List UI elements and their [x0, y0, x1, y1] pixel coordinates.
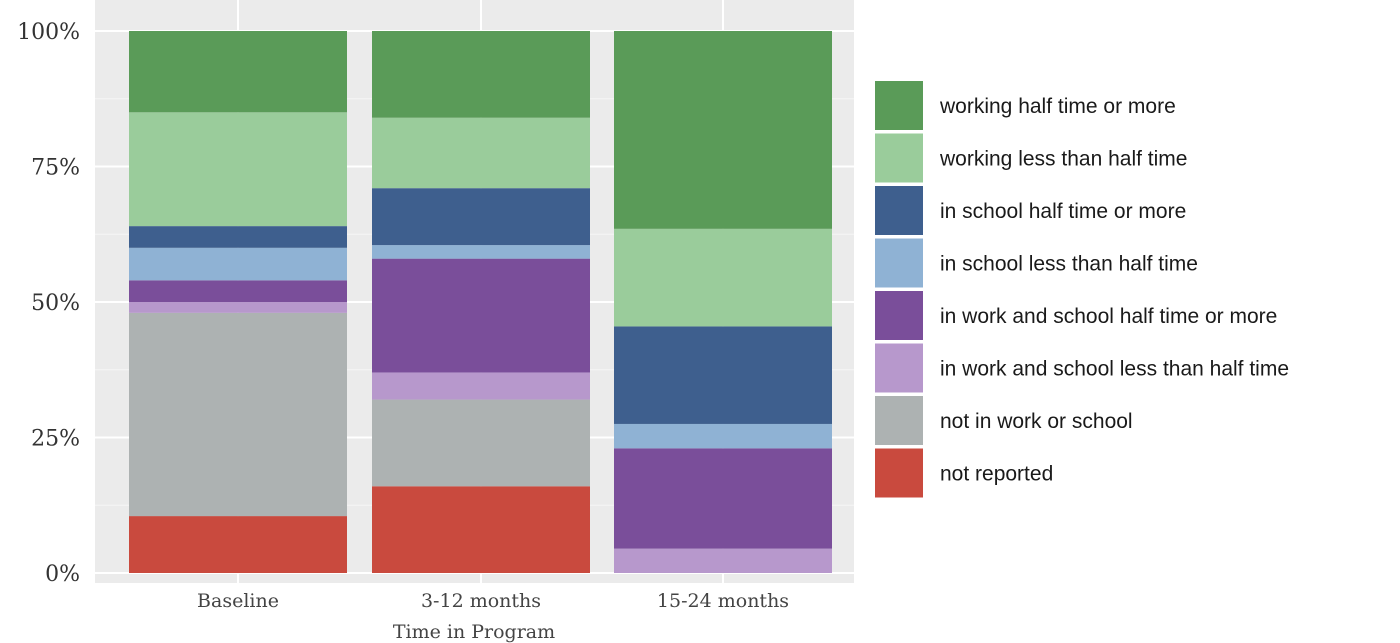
legend-swatch [875, 396, 923, 445]
bar-segment [372, 31, 590, 118]
legend-label: not in work or school [940, 410, 1133, 433]
bar-segment [129, 516, 347, 573]
x-tick-label: 15-24 months [657, 590, 789, 612]
bar-segment [372, 117, 590, 189]
bar-segment [372, 258, 590, 373]
legend-swatch [875, 343, 923, 393]
legend: working half time or more working less th… [875, 81, 1289, 498]
x-axis-title: Time in Program [393, 621, 555, 643]
bars [129, 31, 832, 573]
bar-segment [372, 399, 590, 487]
bar-segment [614, 326, 832, 424]
legend-label: in school less than half time [940, 253, 1198, 276]
legend-swatch [875, 448, 923, 498]
bar-segment [129, 302, 347, 313]
x-tick-label: Baseline [197, 590, 279, 612]
legend-label: in work and school half time or more [940, 305, 1277, 328]
bar-segment [129, 312, 347, 517]
bar-segment [372, 372, 590, 400]
bar-segment [372, 245, 590, 259]
bar-segment [129, 31, 347, 113]
legend-swatch [875, 133, 923, 183]
legend-label: in school half time or more [940, 200, 1186, 223]
bar-segment [614, 448, 832, 549]
bar-segment [129, 247, 347, 281]
legend-label: in work and school less than half time [940, 358, 1289, 381]
x-axis-ticks: Baseline 3-12 months 15-24 months [197, 590, 789, 612]
y-tick-label: 0% [45, 562, 80, 587]
y-tick-label: 100% [17, 20, 80, 45]
bar-segment [614, 423, 832, 449]
y-tick-label: 50% [31, 291, 80, 316]
legend-label: not reported [940, 463, 1053, 486]
bar-segment [372, 188, 590, 246]
legend-swatch [875, 291, 923, 340]
bar-segment [129, 112, 347, 227]
y-tick-label: 25% [31, 427, 80, 452]
bar-segment [614, 31, 832, 229]
legend-swatch [875, 238, 923, 288]
legend-swatch [875, 81, 923, 130]
y-tick-label: 75% [31, 156, 80, 181]
bar-segment [129, 226, 347, 248]
bar-segment [129, 280, 347, 302]
legend-label: working less than half time [939, 148, 1187, 171]
legend-swatch [875, 186, 923, 235]
bar-segment [614, 548, 832, 573]
x-tick-label: 3-12 months [421, 590, 541, 612]
bar-segment [372, 486, 590, 573]
y-axis-ticks: 0% 25% 50% 75% 100% [17, 20, 80, 587]
bar-segment [614, 228, 832, 327]
legend-label: working half time or more [939, 95, 1176, 118]
